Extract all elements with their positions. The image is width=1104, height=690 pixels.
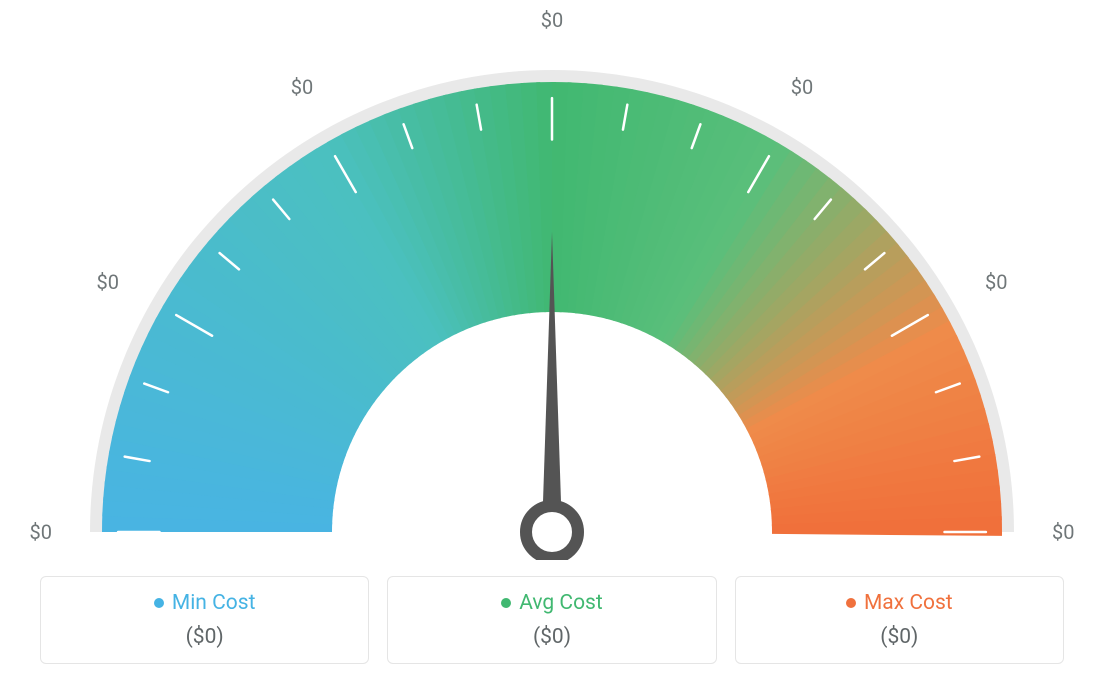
legend-label: Min Cost [172, 591, 256, 615]
legend-label: Avg Cost [519, 591, 603, 615]
legend-value: ($0) [746, 625, 1053, 649]
scale-label: $0 [541, 8, 563, 32]
scale-label: $0 [30, 520, 52, 544]
legend-title: Avg Cost [398, 591, 705, 615]
scale-label: $0 [985, 270, 1007, 294]
cost-gauge-chart: $0$0$0$0$0$0$0 Min Cost($0)Avg Cost($0)M… [0, 0, 1104, 690]
gauge-svg [0, 0, 1104, 560]
legend-dot-icon [501, 598, 511, 608]
legend-card: Avg Cost ($0) [387, 576, 716, 664]
scale-label: $0 [291, 75, 313, 99]
gauge-area: $0 $0 $0 $0 $0 $0 $0 [0, 0, 1104, 560]
legend-value: ($0) [398, 625, 705, 649]
legend-dot-icon [154, 598, 164, 608]
legend-dot-icon [846, 598, 856, 608]
legend-row: Min Cost ($0) Avg Cost ($0) Max Cost ($0) [40, 576, 1064, 664]
legend-card: Max Cost ($0) [735, 576, 1064, 664]
scale-label: $0 [97, 270, 119, 294]
scale-label: $0 [791, 75, 813, 99]
legend-title: Max Cost [746, 591, 1053, 615]
legend-label: Max Cost [864, 591, 953, 615]
legend-title: Min Cost [51, 591, 358, 615]
legend-value: ($0) [51, 625, 358, 649]
legend-card: Min Cost ($0) [40, 576, 369, 664]
scale-label: $0 [1052, 520, 1074, 544]
